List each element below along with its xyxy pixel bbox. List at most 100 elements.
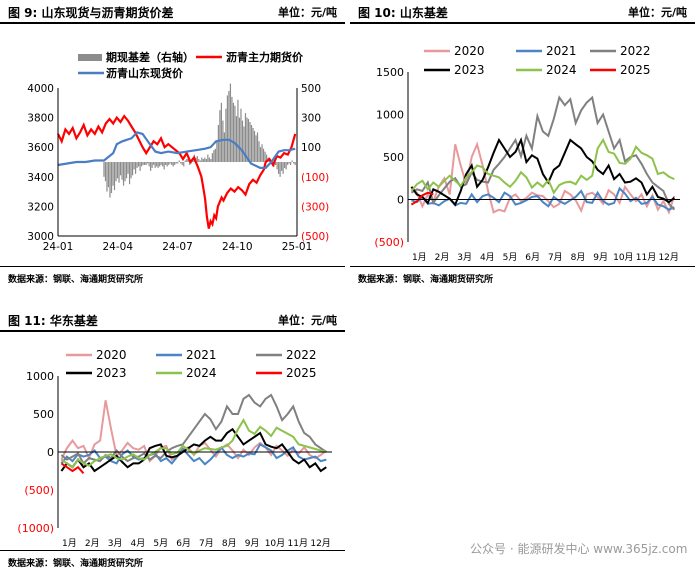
- bottom-rule: [0, 266, 345, 267]
- y-tick-label: 1000: [26, 370, 54, 383]
- x-tick-label: 7月: [548, 252, 563, 263]
- basis-bar: [241, 120, 244, 162]
- series-line-2023: [60, 427, 327, 473]
- basis-bar: [175, 162, 177, 164]
- basis-bar: [278, 162, 280, 174]
- basis-bar: [198, 159, 200, 162]
- basis-bar: [157, 162, 159, 168]
- basis-bar: [107, 162, 110, 188]
- basis-bar: [231, 96, 233, 162]
- basis-bar: [225, 108, 227, 162]
- basis-bar: [235, 116, 238, 162]
- basis-bar: [128, 162, 131, 185]
- basis-bar: [104, 162, 107, 182]
- basis-bar: [229, 83, 232, 162]
- basis-bar: [127, 162, 129, 174]
- basis-bar: [220, 102, 222, 162]
- legend-label-2022: 2022: [286, 348, 317, 362]
- top-rule: [0, 22, 345, 24]
- series-line-2024: [410, 137, 675, 195]
- basis-bar: [255, 135, 257, 162]
- basis-bar: [288, 162, 290, 164]
- basis-bar: [181, 162, 183, 165]
- source-note: 数据来源：钢联、海通期货研究所: [358, 275, 494, 285]
- top-rule: [0, 330, 345, 332]
- basis-bar: [151, 162, 153, 168]
- chart-title: 图 11: 华东基差: [8, 314, 98, 328]
- basis-bar: [162, 162, 164, 167]
- y-tick-label-right: (500): [301, 231, 329, 243]
- basis-bar: [115, 162, 117, 182]
- basis-bar: [232, 102, 235, 162]
- basis-bar: [204, 157, 206, 162]
- basis-bar: [171, 162, 173, 165]
- basis-bar: [223, 132, 226, 162]
- basis-bar: [294, 162, 296, 165]
- basis-bar: [180, 162, 182, 164]
- x-tick-label: 6月: [525, 252, 540, 263]
- x-tick-label: 2月: [85, 538, 100, 549]
- basis-bar: [256, 132, 259, 162]
- basis-bar: [287, 162, 289, 165]
- panel-header: 图 9: 山东现货与沥青期货价差 单位：元/吨: [0, 0, 345, 22]
- x-tick-label: 24-07: [162, 241, 193, 253]
- unit-label: 单位：元/吨: [277, 314, 337, 327]
- legend-label-basis: 期现基差（右轴）: [106, 50, 194, 64]
- basis-bar: [282, 162, 284, 174]
- panel-figure-11: 图 11: 华东基差 单位：元/吨 2020 2021 2022 2023 2024 20…: [0, 308, 345, 574]
- x-tick-label: 24-04: [102, 241, 133, 253]
- y-tick-label-left: 3200: [27, 201, 54, 213]
- series-line-2020: [410, 141, 676, 215]
- legend-swatch-basis: [78, 54, 102, 61]
- series-line-2023: [410, 136, 675, 207]
- basis-bar: [110, 162, 113, 194]
- chart-title: 图 10: 山东基差: [358, 6, 448, 20]
- legend-label-2025: 2025: [620, 63, 651, 77]
- basis-bar: [122, 162, 125, 186]
- basis-bar: [133, 162, 135, 170]
- y-tick-label-left: 3800: [27, 113, 54, 125]
- basis-bar: [226, 95, 229, 162]
- x-tick-label: 11月: [288, 538, 308, 549]
- x-tick-label: 24-10: [222, 241, 253, 253]
- legend-label-2021: 2021: [546, 44, 577, 58]
- y-tick-label: 1500: [376, 66, 404, 79]
- series-line-futures: [57, 114, 297, 229]
- basis-bar: [244, 113, 247, 162]
- basis-bar: [169, 162, 171, 164]
- source-note: 数据来源：钢联、海通期货研究所: [8, 275, 144, 285]
- basis-bar: [136, 162, 138, 168]
- basis-bar: [147, 162, 149, 164]
- basis-bar: [293, 162, 295, 164]
- basis-bar: [113, 162, 116, 191]
- x-tick-label: 3月: [457, 252, 472, 263]
- x-tick-label: 5月: [153, 538, 168, 549]
- legend-label-2020: 2020: [454, 44, 485, 58]
- x-tick-label: 4月: [480, 252, 495, 263]
- x-tick-label: 6月: [176, 538, 191, 549]
- panel-header: 图 10: 山东基差 单位：元/吨: [350, 0, 695, 22]
- basis-bar: [150, 162, 152, 171]
- basis-bar: [285, 162, 287, 170]
- basis-bar: [202, 159, 204, 162]
- y-tick-label: 0: [397, 194, 404, 207]
- y-tick-label-right: 100: [301, 142, 321, 154]
- basis-bar: [153, 162, 155, 165]
- basis-bar: [274, 162, 277, 165]
- y-tick-label-right: 500: [301, 83, 321, 95]
- basis-bar: [159, 162, 161, 167]
- y-tick-label: (1000): [17, 522, 54, 535]
- source-note: 数据来源：钢联、海通期货研究所: [8, 559, 144, 569]
- y-tick-label: 500: [383, 151, 404, 164]
- basis-bar: [281, 162, 283, 171]
- basis-bar: [140, 162, 143, 167]
- basis-bar: [237, 99, 239, 162]
- basis-bar: [219, 110, 221, 162]
- y-tick-label: (500): [374, 236, 404, 249]
- basis-bar: [165, 162, 167, 165]
- basis-bar: [190, 162, 192, 164]
- legend-label-2025: 2025: [286, 366, 317, 380]
- basis-bar: [174, 162, 176, 165]
- basis-bar: [213, 150, 215, 162]
